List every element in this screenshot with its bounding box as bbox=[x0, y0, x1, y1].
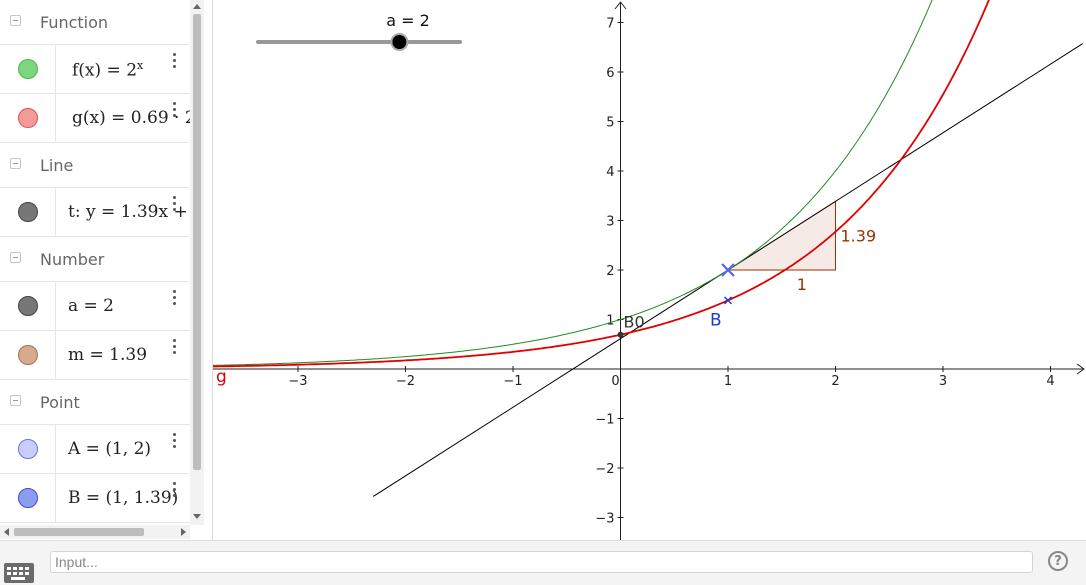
scrollbar-thumb[interactable] bbox=[193, 14, 201, 470]
x-tick-labels: −3 −2 −1 0 1 2 3 4 bbox=[288, 366, 1055, 389]
f-expression[interactable]: f(x) = 2x bbox=[72, 59, 144, 81]
more-options-icon[interactable] bbox=[170, 432, 178, 452]
g-expression[interactable]: g(x) = 0.69 · 2 bbox=[72, 108, 190, 128]
input-bar: ? bbox=[0, 540, 1086, 585]
x-tick-label: −3 bbox=[288, 374, 307, 389]
input-field[interactable] bbox=[50, 551, 1033, 573]
point-b0[interactable] bbox=[617, 331, 624, 338]
algebra-view: Function f(x) = 2x g(x) = 0.69 · 2 Line … bbox=[0, 0, 190, 525]
more-options-icon[interactable] bbox=[170, 481, 178, 501]
point-b0-label: B0 bbox=[624, 313, 645, 332]
algebra-item-m[interactable]: m = 1.39 bbox=[0, 331, 190, 380]
collapse-icon[interactable] bbox=[10, 15, 21, 26]
y-tick-label: −2 bbox=[595, 462, 614, 477]
y-tick-label: 2 bbox=[606, 264, 614, 279]
x-tick-label: 3 bbox=[939, 374, 947, 389]
keyboard-icon[interactable] bbox=[4, 563, 34, 583]
point-a-cross-icon[interactable] bbox=[721, 263, 735, 277]
group-label: Function bbox=[40, 13, 109, 32]
y-tick-label: 1 bbox=[606, 314, 614, 329]
function-f-curve[interactable] bbox=[213, 0, 951, 366]
t-expression[interactable]: t: y = 1.39x + bbox=[68, 202, 188, 222]
slope-rise-label: 1.39 bbox=[841, 227, 877, 246]
x-tick-label: 0 bbox=[611, 374, 619, 389]
algebra-vertical-scrollbar[interactable] bbox=[190, 0, 204, 525]
scroll-right-icon[interactable] bbox=[181, 528, 186, 536]
group-label: Point bbox=[40, 393, 80, 412]
slider-a-knob[interactable] bbox=[390, 33, 409, 51]
algebra-item-t[interactable]: t: y = 1.39x + bbox=[0, 188, 190, 237]
y-tick-label: −1 bbox=[595, 413, 614, 428]
algebra-item-a[interactable]: a = 2 bbox=[0, 282, 190, 331]
algebra-horizontal-scrollbar[interactable] bbox=[0, 525, 190, 539]
point-b-cross-icon[interactable] bbox=[723, 296, 733, 305]
visibility-toggle-a[interactable] bbox=[18, 296, 38, 316]
point-b-expression[interactable]: B = (1, 1.39) bbox=[68, 488, 179, 508]
more-options-icon[interactable] bbox=[170, 195, 178, 215]
algebra-item-point-b[interactable]: B = (1, 1.39) bbox=[0, 474, 190, 523]
y-tick-label: 7 bbox=[606, 17, 614, 32]
more-options-icon[interactable] bbox=[170, 289, 178, 309]
slider-a-label: a = 2 bbox=[386, 11, 430, 30]
collapse-icon[interactable] bbox=[10, 395, 21, 406]
slope-run-label: 1 bbox=[797, 275, 807, 294]
y-tick-label: 6 bbox=[606, 66, 614, 81]
function-g-curve[interactable] bbox=[213, 0, 1007, 368]
point-a-expression[interactable]: A = (1, 2) bbox=[68, 439, 152, 459]
scroll-down-icon[interactable] bbox=[193, 514, 201, 519]
x-axis-arrow-icon bbox=[1076, 363, 1085, 375]
group-number[interactable]: Number bbox=[0, 237, 190, 282]
group-label: Line bbox=[40, 156, 74, 175]
more-options-icon[interactable] bbox=[170, 52, 178, 72]
group-function[interactable]: Function bbox=[0, 0, 190, 45]
group-label: Number bbox=[40, 250, 105, 269]
algebra-item-point-a[interactable]: A = (1, 2) bbox=[0, 425, 190, 474]
x-tick-label: 1 bbox=[724, 374, 732, 389]
collapse-icon[interactable] bbox=[10, 252, 21, 263]
scrollbar-thumb[interactable] bbox=[14, 528, 144, 536]
visibility-toggle-f[interactable] bbox=[18, 59, 38, 79]
m-expression[interactable]: m = 1.39 bbox=[68, 345, 148, 365]
y-tick-label: −3 bbox=[595, 512, 614, 527]
visibility-toggle-point-b[interactable] bbox=[18, 488, 38, 508]
point-b-label: B bbox=[710, 310, 722, 330]
collapse-icon[interactable] bbox=[10, 158, 21, 169]
algebra-item-f[interactable]: f(x) = 2x bbox=[0, 45, 190, 94]
y-tick-label: 5 bbox=[606, 116, 614, 131]
x-tick-label: 2 bbox=[831, 374, 839, 389]
view-divider[interactable] bbox=[212, 0, 213, 540]
visibility-toggle-m[interactable] bbox=[18, 345, 38, 365]
y-tick-label: 3 bbox=[606, 215, 614, 230]
x-tick-label: −1 bbox=[503, 374, 522, 389]
visibility-toggle-point-a[interactable] bbox=[18, 439, 38, 459]
x-tick-label: −2 bbox=[396, 374, 415, 389]
help-icon[interactable]: ? bbox=[1048, 551, 1068, 571]
y-axis-arrow-icon bbox=[614, 1, 627, 10]
more-options-icon[interactable] bbox=[170, 338, 178, 358]
function-g-label: g bbox=[216, 367, 227, 387]
y-tick-labels: 7 6 5 4 3 2 1 −1 −2 −3 bbox=[595, 17, 624, 527]
scroll-up-icon[interactable] bbox=[193, 4, 201, 9]
visibility-toggle-t[interactable] bbox=[18, 202, 38, 222]
group-point[interactable]: Point bbox=[0, 380, 190, 425]
group-line[interactable]: Line bbox=[0, 143, 190, 188]
y-tick-label: 4 bbox=[606, 165, 614, 180]
more-options-icon[interactable] bbox=[170, 101, 178, 121]
visibility-toggle-g[interactable] bbox=[18, 108, 38, 128]
x-tick-label: 4 bbox=[1046, 374, 1054, 389]
a-expression[interactable]: a = 2 bbox=[68, 296, 115, 316]
algebra-item-g[interactable]: g(x) = 0.69 · 2 bbox=[0, 94, 190, 143]
scroll-left-icon[interactable] bbox=[4, 528, 9, 536]
